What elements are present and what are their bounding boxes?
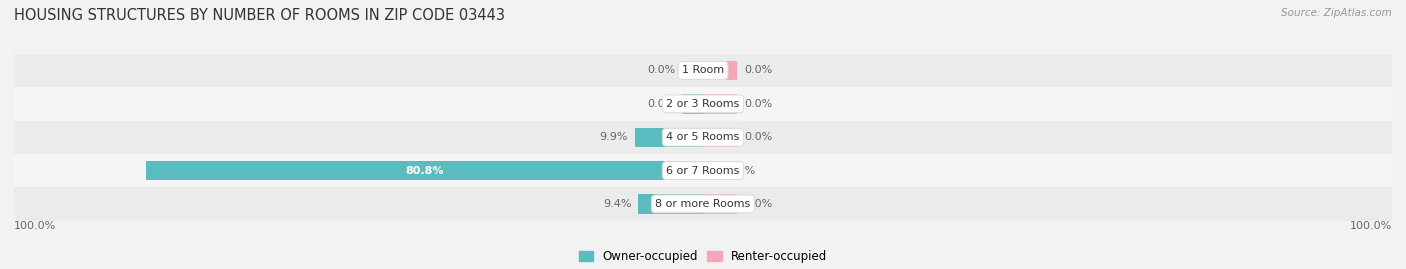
Text: 0.0%: 0.0%	[647, 65, 675, 76]
Bar	[703, 194, 738, 214]
Bar	[703, 128, 738, 147]
Text: 9.9%: 9.9%	[599, 132, 628, 142]
Bar	[703, 94, 738, 114]
Bar	[146, 161, 703, 180]
Text: HOUSING STRUCTURES BY NUMBER OF ROOMS IN ZIP CODE 03443: HOUSING STRUCTURES BY NUMBER OF ROOMS IN…	[14, 8, 505, 23]
Text: 8 or more Rooms: 8 or more Rooms	[655, 199, 751, 209]
Text: 0.0%: 0.0%	[744, 65, 772, 76]
Bar	[634, 128, 703, 147]
Text: 80.8%: 80.8%	[405, 165, 444, 176]
Text: 0.0%: 0.0%	[744, 99, 772, 109]
Legend: Owner-occupied, Renter-occupied: Owner-occupied, Renter-occupied	[574, 246, 832, 268]
Bar	[703, 161, 720, 180]
Bar	[14, 187, 1392, 221]
Text: 2 or 3 Rooms: 2 or 3 Rooms	[666, 99, 740, 109]
Text: 0.0%: 0.0%	[744, 132, 772, 142]
Bar	[14, 121, 1392, 154]
Text: 0.0%: 0.0%	[744, 199, 772, 209]
Text: 4 or 5 Rooms: 4 or 5 Rooms	[666, 132, 740, 142]
Text: 0.0%: 0.0%	[647, 99, 675, 109]
Bar	[638, 194, 703, 214]
Bar	[682, 94, 703, 114]
Text: 6 or 7 Rooms: 6 or 7 Rooms	[666, 165, 740, 176]
Text: 1 Room: 1 Room	[682, 65, 724, 76]
Bar	[703, 61, 738, 80]
Text: 0.0%: 0.0%	[727, 165, 755, 176]
Text: Source: ZipAtlas.com: Source: ZipAtlas.com	[1281, 8, 1392, 18]
Bar	[14, 87, 1392, 121]
Bar	[682, 61, 703, 80]
Text: 9.4%: 9.4%	[603, 199, 631, 209]
Text: 100.0%: 100.0%	[1350, 221, 1392, 231]
Text: 100.0%: 100.0%	[14, 221, 56, 231]
Bar	[14, 54, 1392, 87]
Bar	[14, 154, 1392, 187]
